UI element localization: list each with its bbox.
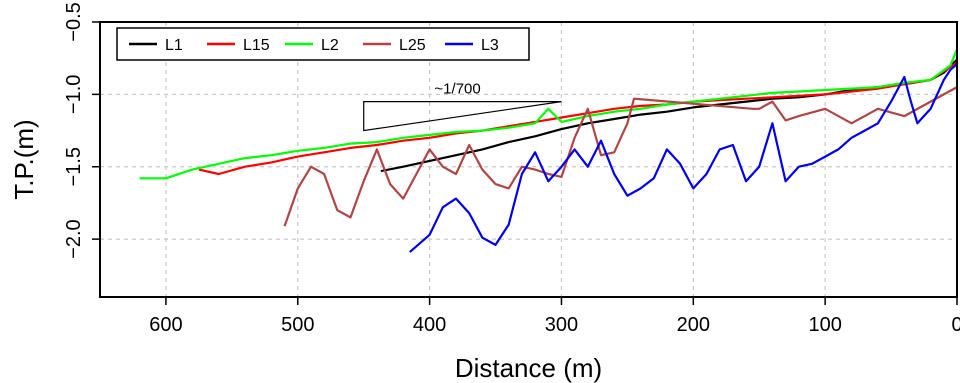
legend-label-l1: L1 — [165, 37, 183, 54]
y-tick-label: −2.0 — [63, 219, 85, 258]
series-line-l15 — [198, 61, 958, 176]
x-tick-label: 100 — [808, 314, 841, 336]
series-line-l3 — [409, 63, 958, 253]
plot-area — [99, 21, 958, 298]
y-axis: −0.5 −1.0 −1.5 −2.0 — [63, 2, 100, 259]
slope-label: ~1/700 — [434, 81, 480, 98]
slope-annotation: ~1/700 — [363, 81, 562, 132]
x-tick-label: 600 — [149, 314, 182, 336]
x-tick-label: 200 — [677, 314, 710, 336]
legend: L1 L15 L2 L25 L3 — [116, 27, 530, 61]
y-tick-label: −0.5 — [63, 2, 85, 41]
grid — [100, 21, 958, 297]
x-axis-title: Distance (m) — [455, 353, 602, 383]
y-axis-title: T.P.(m) — [9, 119, 39, 199]
slope-triangle — [363, 100, 562, 132]
series-line-l2 — [139, 49, 959, 180]
series-lines — [139, 49, 959, 253]
x-tick-label: 300 — [545, 314, 578, 336]
legend-label-l3: L3 — [481, 37, 499, 54]
x-tick-label: 0 — [951, 314, 960, 336]
x-tick-label: 400 — [413, 314, 446, 336]
y-tick-label: −1.0 — [63, 75, 85, 114]
x-tick-label: 500 — [281, 314, 314, 336]
x-axis: 600 500 400 300 200 100 0 — [149, 297, 960, 336]
legend-label-l15: L15 — [243, 37, 270, 54]
legend-label-l2: L2 — [321, 37, 339, 54]
series-line-l25 — [283, 86, 958, 227]
legend-label-l25: L25 — [399, 37, 426, 54]
y-tick-label: −1.5 — [63, 147, 85, 186]
